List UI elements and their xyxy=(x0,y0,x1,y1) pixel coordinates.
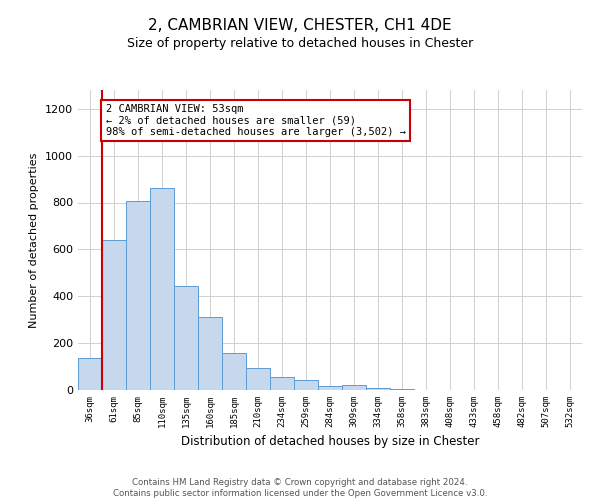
Y-axis label: Number of detached properties: Number of detached properties xyxy=(29,152,40,328)
Bar xyxy=(126,202,150,390)
Text: 2, CAMBRIAN VIEW, CHESTER, CH1 4DE: 2, CAMBRIAN VIEW, CHESTER, CH1 4DE xyxy=(148,18,452,32)
Bar xyxy=(294,380,318,390)
Bar xyxy=(78,358,102,390)
Text: 2 CAMBRIAN VIEW: 53sqm
← 2% of detached houses are smaller (59)
98% of semi-deta: 2 CAMBRIAN VIEW: 53sqm ← 2% of detached … xyxy=(106,104,406,138)
Bar xyxy=(342,386,366,390)
Bar xyxy=(102,240,126,390)
Bar xyxy=(198,318,222,390)
Bar xyxy=(318,386,342,390)
Bar xyxy=(366,388,390,390)
Bar xyxy=(270,377,294,390)
Text: Contains HM Land Registry data © Crown copyright and database right 2024.
Contai: Contains HM Land Registry data © Crown c… xyxy=(113,478,487,498)
Bar xyxy=(246,368,270,390)
Bar xyxy=(150,188,174,390)
Text: Size of property relative to detached houses in Chester: Size of property relative to detached ho… xyxy=(127,38,473,51)
Bar xyxy=(390,389,414,390)
Bar xyxy=(174,286,198,390)
X-axis label: Distribution of detached houses by size in Chester: Distribution of detached houses by size … xyxy=(181,436,479,448)
Bar xyxy=(222,352,246,390)
